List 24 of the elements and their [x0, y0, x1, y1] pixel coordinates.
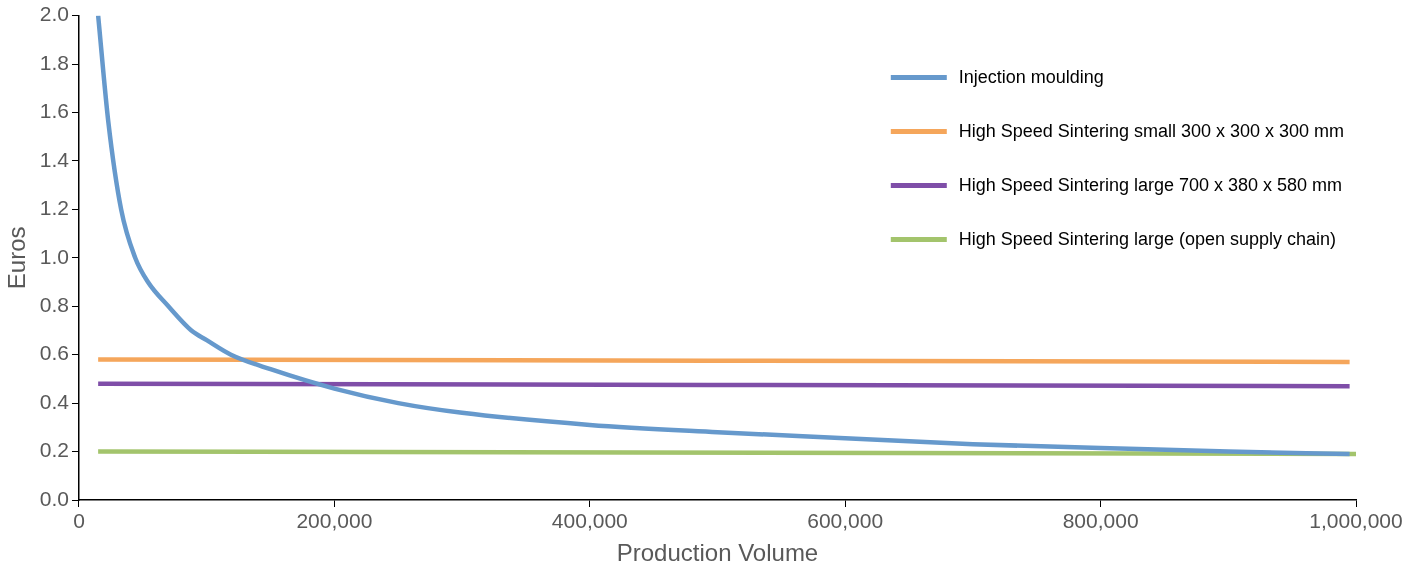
- legend-label: High Speed Sintering large 700 x 380 x 580 mm: [958, 174, 1343, 195]
- x-tick-label: 0: [73, 509, 85, 533]
- y-tick-label: 0.0: [39, 486, 69, 510]
- legend-label: High Speed Sintering large (open supply chain): [958, 228, 1337, 249]
- x-tick-label: 200,000: [296, 509, 373, 533]
- y-tick-label: 1.4: [39, 147, 70, 171]
- y-tick-label: 0.2: [39, 438, 69, 462]
- y-tick-label: 1.0: [39, 244, 69, 268]
- y-tick-label: 0.6: [39, 341, 69, 365]
- x-axis-title: Production Volume: [616, 539, 819, 567]
- legend-label: Injection moulding: [958, 66, 1104, 87]
- line-series: [95, 15, 1352, 457]
- y-tick-label: 1.2: [39, 196, 69, 220]
- y-tick-label: 1.6: [39, 99, 69, 123]
- legend-label: High Speed Sintering small 300 x 300 x 300 mm: [958, 120, 1345, 141]
- y-tick-label: 0.8: [39, 293, 69, 317]
- x-tick-label: 600,000: [807, 509, 884, 533]
- y-tick-label: 1.8: [39, 50, 69, 74]
- x-tick-label: 800,000: [1062, 509, 1139, 533]
- y-tick-label: 0.4: [39, 389, 70, 413]
- y-tick-label: 2.0: [39, 2, 69, 26]
- x-tick-label: 1,000,000: [1309, 509, 1403, 533]
- x-tick-label: 400,000: [551, 509, 628, 533]
- y-axis-title: Euros: [3, 226, 31, 290]
